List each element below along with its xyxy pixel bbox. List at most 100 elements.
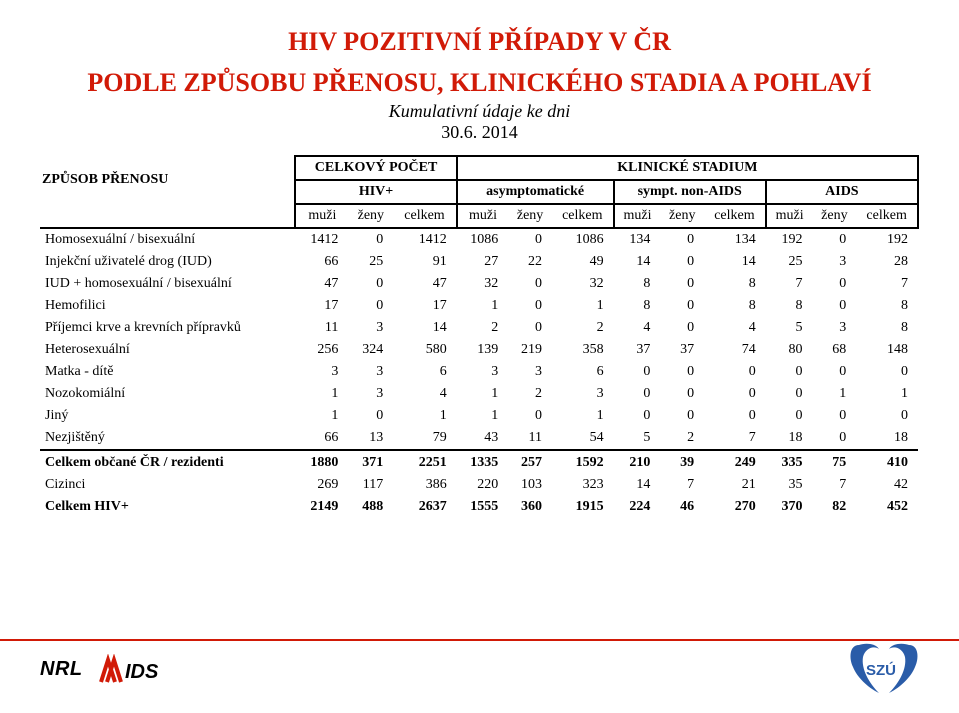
cell: 42 [856, 474, 918, 496]
col-zeny-1: ženy [348, 204, 393, 228]
cell: 11 [295, 317, 348, 339]
nrl-logo: NRL IDS [40, 654, 165, 684]
row-label: Matka - dítě [40, 361, 295, 383]
cell: 1592 [552, 450, 614, 474]
cell: 79 [393, 427, 456, 450]
cell: 47 [393, 273, 456, 295]
cell: 27 [457, 251, 509, 273]
cell: 1915 [552, 496, 614, 518]
cell: 0 [508, 317, 552, 339]
col-celkem-1: celkem [393, 204, 456, 228]
cell: 257 [508, 450, 552, 474]
cell: 7 [856, 273, 918, 295]
cell: 0 [813, 295, 857, 317]
col-zeny-2: ženy [508, 204, 552, 228]
cell: 0 [766, 361, 813, 383]
cell: 0 [813, 228, 857, 251]
cell: 8 [856, 295, 918, 317]
aids-ribbon-icon: IDS [99, 654, 165, 684]
cell: 134 [614, 228, 661, 251]
cell: 43 [457, 427, 509, 450]
cell: 14 [614, 251, 661, 273]
szu-logo: SZÚ [849, 643, 919, 695]
cell: 0 [704, 405, 766, 427]
col-muzi-2: muži [457, 204, 509, 228]
col-hiv: HIV+ [295, 180, 456, 204]
cell: 0 [508, 228, 552, 251]
col-celkem-2: celkem [552, 204, 614, 228]
col-zeny-3: ženy [660, 204, 704, 228]
cell: 323 [552, 474, 614, 496]
cell: 0 [614, 361, 661, 383]
subtitle: Kumulativní údaje ke dni [40, 101, 919, 122]
cell: 1 [552, 405, 614, 427]
cell: 117 [348, 474, 393, 496]
row-label: IUD + homosexuální / bisexuální [40, 273, 295, 295]
cell: 0 [813, 405, 857, 427]
cell: 2 [552, 317, 614, 339]
svg-text:IDS: IDS [125, 661, 159, 683]
cell: 580 [393, 339, 456, 361]
cell: 360 [508, 496, 552, 518]
cell: 7 [704, 427, 766, 450]
cell: 0 [660, 361, 704, 383]
cell: 410 [856, 450, 918, 474]
cell: 1 [457, 383, 509, 405]
cell: 22 [508, 251, 552, 273]
cell: 0 [508, 405, 552, 427]
row-label: Příjemci krve a krevních přípravků [40, 317, 295, 339]
cell: 1 [295, 405, 348, 427]
col-aids: AIDS [766, 180, 918, 204]
cell: 3 [813, 317, 857, 339]
cell: 28 [856, 251, 918, 273]
cell: 103 [508, 474, 552, 496]
cell: 2251 [393, 450, 456, 474]
cell: 488 [348, 496, 393, 518]
cell: 1 [856, 383, 918, 405]
table-body: Homosexuální / bisexuální141201412108601… [40, 228, 918, 518]
cell: 80 [766, 339, 813, 361]
cell: 0 [348, 228, 393, 251]
cell: 148 [856, 339, 918, 361]
col-blank [40, 204, 295, 228]
cell: 2637 [393, 496, 456, 518]
cell: 3 [348, 361, 393, 383]
cell: 3 [457, 361, 509, 383]
cell: 8 [766, 295, 813, 317]
cell: 0 [348, 295, 393, 317]
cell: 91 [393, 251, 456, 273]
cell: 0 [813, 361, 857, 383]
cell: 386 [393, 474, 456, 496]
cell: 0 [856, 405, 918, 427]
col-celkem-4: celkem [856, 204, 918, 228]
cell: 2 [508, 383, 552, 405]
page: HIV POZITIVNÍ PŘÍPADY V ČR PODLE ZPŮSOBU… [0, 0, 959, 713]
cell: 210 [614, 450, 661, 474]
title-line-2: PODLE ZPŮSOBU PŘENOSU, KLINICKÉHO STADIA… [40, 67, 919, 100]
table-row: IUD + homosexuální / bisexuální470473203… [40, 273, 918, 295]
row-label: Cizinci [40, 474, 295, 496]
cell: 2 [660, 427, 704, 450]
cell: 68 [813, 339, 857, 361]
cell: 1412 [295, 228, 348, 251]
cell: 324 [348, 339, 393, 361]
cell: 3 [552, 383, 614, 405]
cell: 17 [295, 295, 348, 317]
cell: 21 [704, 474, 766, 496]
cell: 13 [348, 427, 393, 450]
cell: 74 [704, 339, 766, 361]
date: 30.6. 2014 [40, 122, 919, 143]
cell: 249 [704, 450, 766, 474]
cell: 32 [552, 273, 614, 295]
cell: 32 [457, 273, 509, 295]
col-muzi-1: muži [295, 204, 348, 228]
cell: 7 [813, 474, 857, 496]
cell: 46 [660, 496, 704, 518]
cell: 8 [614, 295, 661, 317]
cell: 8 [856, 317, 918, 339]
cell: 0 [348, 405, 393, 427]
cell: 7 [766, 273, 813, 295]
cell: 5 [614, 427, 661, 450]
row-label: Nozokomiální [40, 383, 295, 405]
cell: 0 [660, 405, 704, 427]
